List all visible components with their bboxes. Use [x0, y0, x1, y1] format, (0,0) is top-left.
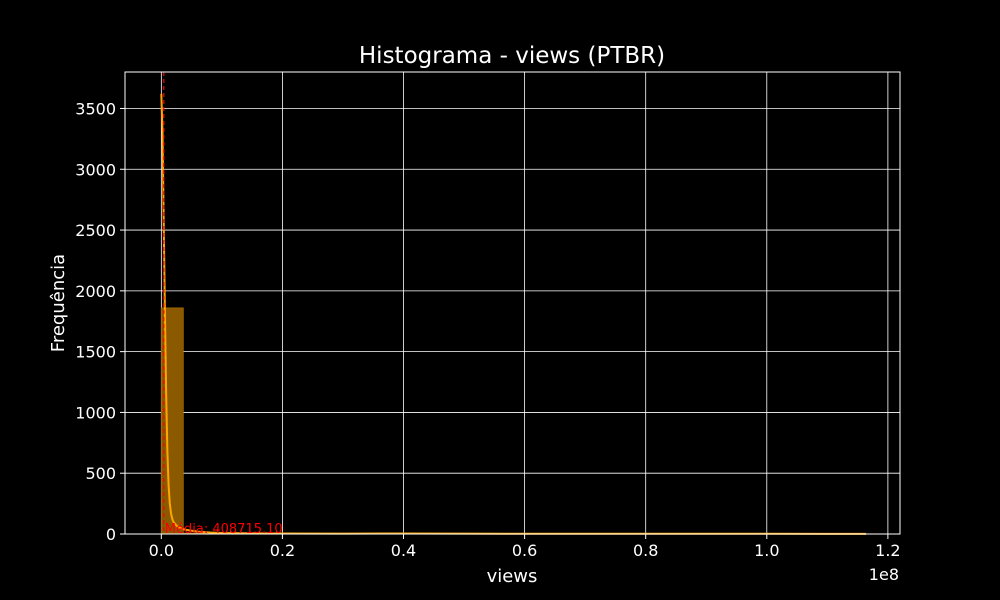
- y-axis-label: Frequência: [48, 254, 69, 352]
- y-tick-label: 1500: [75, 343, 116, 362]
- x-tick-label: 0.0: [149, 541, 174, 560]
- y-tick-label: 1000: [75, 403, 116, 422]
- mean-annotation: Média: 408715.10: [165, 522, 283, 537]
- x-tick-label: 0.4: [391, 541, 416, 560]
- axis-ticks: 0.0 0.2 0.4 0.6 0.8 1.0 1.2 0 500 1000 1500 2000 250…: [75, 99, 900, 560]
- y-tick-label: 0: [106, 525, 116, 544]
- x-tick-label: 1.0: [754, 541, 779, 560]
- x-axis-label: views: [487, 566, 538, 587]
- x-tick-label: 1.2: [875, 541, 900, 560]
- y-tick-label: 2000: [75, 282, 116, 301]
- y-tick-label: 3500: [75, 99, 116, 118]
- x-tick-label: 0.8: [633, 541, 658, 560]
- x-tick-label: 0.2: [270, 541, 295, 560]
- y-tick-label: 2500: [75, 221, 116, 240]
- chart-title: Histograma - views (PTBR): [359, 43, 665, 69]
- y-tick-label: 500: [85, 464, 116, 483]
- y-tick-label: 3000: [75, 160, 116, 179]
- x-tick-label: 0.6: [512, 541, 537, 560]
- x-offset-label: 1e8: [869, 565, 899, 584]
- grid: [125, 72, 900, 535]
- plot-frame: [124, 71, 901, 535]
